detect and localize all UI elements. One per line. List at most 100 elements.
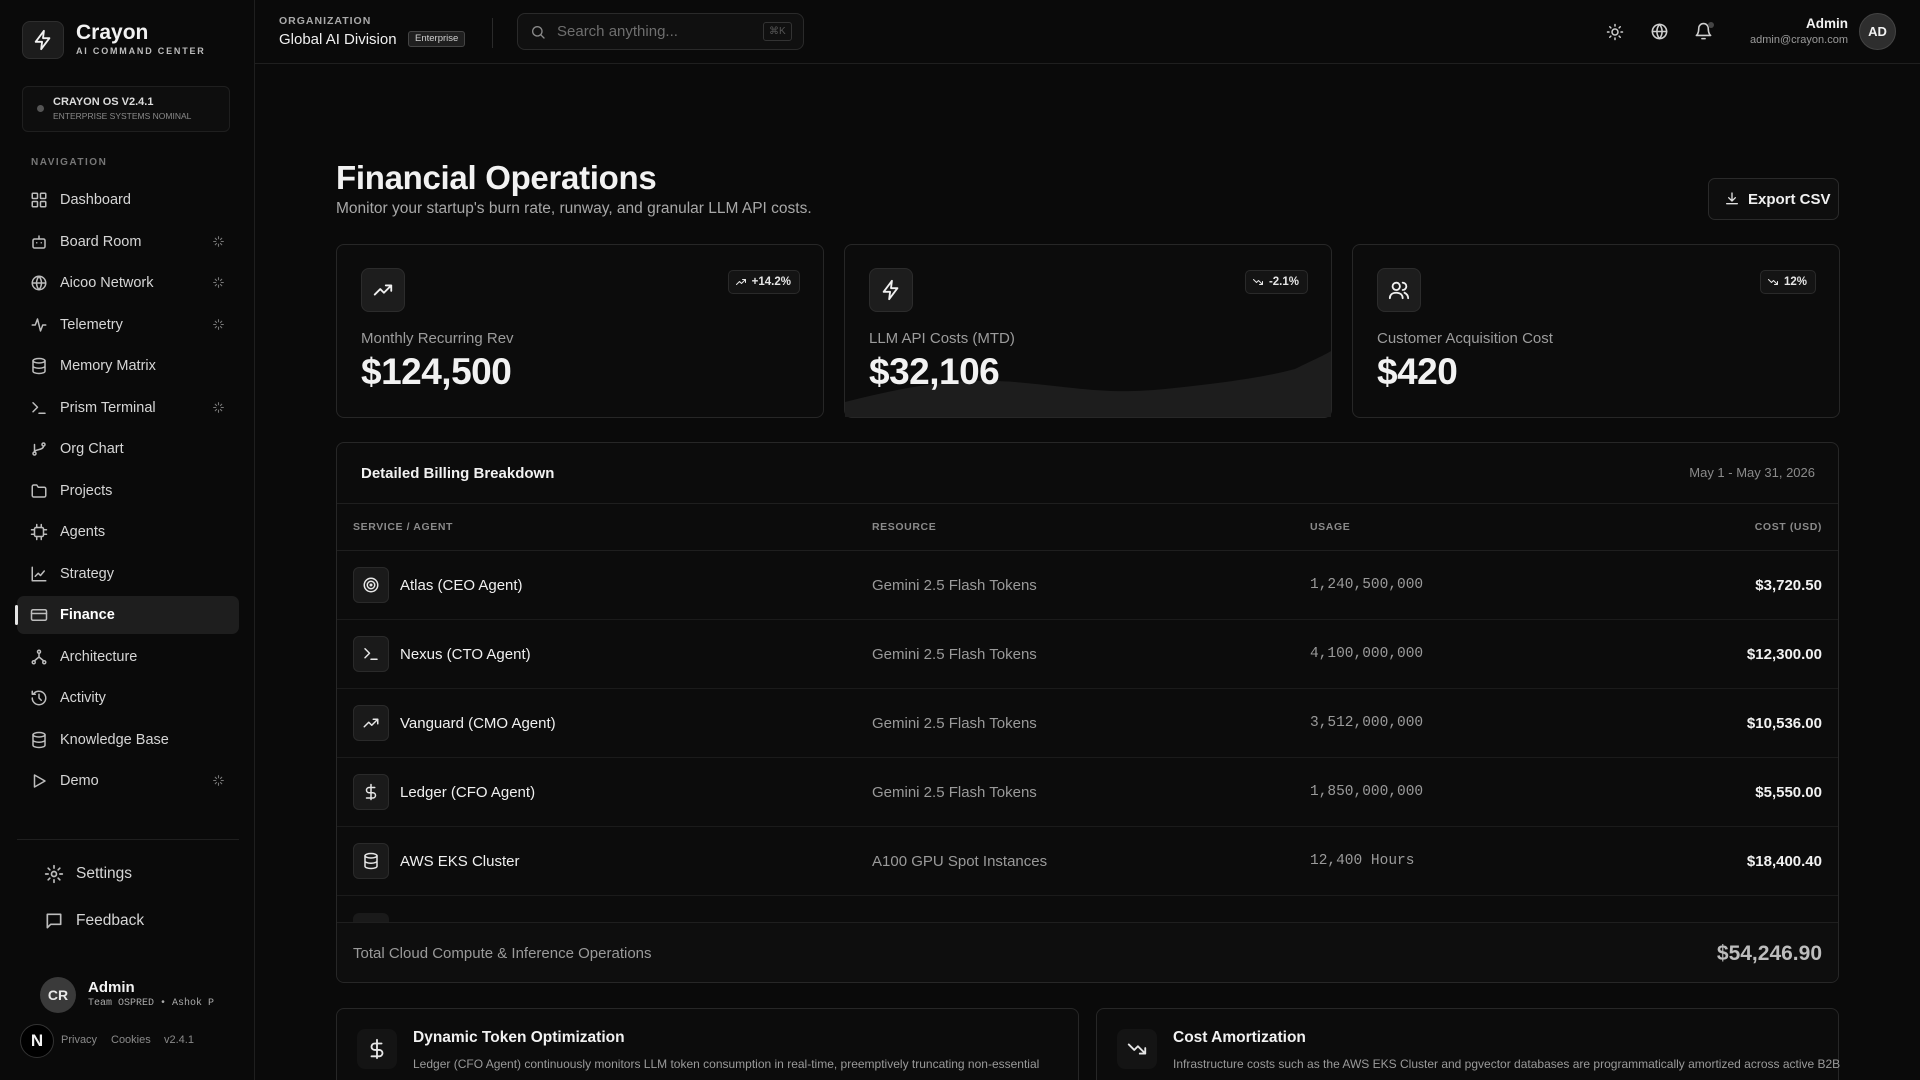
nav-icon [31, 649, 47, 664]
sidebar-divider [17, 839, 239, 840]
nav-spark [213, 277, 224, 288]
nav-item[interactable]: Strategy [60, 565, 114, 582]
nav-icon [30, 609, 48, 621]
table-divider [337, 503, 1838, 504]
nav-item[interactable]: Board Room [60, 233, 142, 250]
nav-item[interactable]: Aicoo Network [60, 275, 154, 291]
footer-link[interactable]: Settings [76, 865, 133, 882]
metric-icon-box [869, 268, 913, 312]
metric-icon [882, 279, 899, 301]
insight-text: Ledger (CFO Agent) continuously monitors… [413, 1056, 1040, 1071]
header-divider [492, 18, 493, 48]
change-badge: 12% [1759, 270, 1816, 294]
org-label: ORGANIZATION [279, 14, 372, 27]
nav-item[interactable]: Knowledge Base [60, 731, 169, 748]
row-usage: 1,240,500,000 [1310, 577, 1424, 593]
table-row [337, 758, 1838, 827]
nav-spark [213, 235, 224, 247]
nav-icon [31, 275, 47, 291]
row-cost: $5,550.00 [1755, 783, 1822, 801]
search-icon [532, 26, 545, 39]
row-icon [363, 718, 379, 728]
metric-value: $124,500 [361, 351, 512, 392]
metric-label: Customer Acquisition Cost [1377, 329, 1553, 347]
row-usage: 3,512,000,000 [1310, 715, 1424, 731]
nav-heading: NAVIGATION [31, 157, 108, 168]
legal-link[interactable]: Cookies [111, 1033, 151, 1046]
legal-link[interactable]: Privacy [61, 1033, 98, 1046]
row-usage: 1,850,000,000 [1310, 784, 1424, 800]
insight-title: Dynamic Token Optimization [413, 1029, 625, 1046]
insight-card [336, 1008, 1079, 1080]
status-dot [37, 105, 44, 112]
nav-icon [32, 401, 46, 414]
table-row [337, 620, 1838, 689]
header-user-email: admin@crayon.com [1750, 33, 1848, 46]
nav-icon [30, 523, 48, 541]
billing-panel [336, 442, 1839, 983]
search-box[interactable] [517, 13, 804, 50]
nav-spark [213, 318, 224, 330]
nav-item[interactable]: Architecture [60, 648, 138, 665]
nav-item[interactable]: Activity [60, 690, 106, 706]
row-resource: A100 GPU Spot Instances [872, 852, 1048, 870]
row-usage: 12,400 Hours [1310, 853, 1415, 869]
nav-item[interactable]: Telemetry [60, 316, 123, 333]
nav-spark [213, 401, 224, 413]
nav-spark [213, 775, 224, 786]
sidebar [0, 0, 255, 1080]
row-name: Nexus (CTO Agent) [400, 645, 531, 663]
nav-item[interactable]: Demo [60, 773, 99, 789]
header-avatar: AD [1859, 13, 1896, 50]
total-label: Total Cloud Compute & Inference Operatio… [353, 944, 652, 962]
os-version: CRAYON OS V2.4.1 [53, 95, 154, 108]
nav-icon [32, 234, 46, 249]
nav-item[interactable]: Prism Terminal [60, 399, 156, 416]
row-cost: $3,720.50 [1755, 576, 1822, 594]
row-icon-box [353, 636, 389, 672]
row-name: AWS EKS Cluster [400, 852, 520, 870]
nav-icon [31, 192, 47, 208]
nav-icon [31, 690, 47, 706]
brand: Crayon [76, 20, 149, 44]
notif-dot [1708, 22, 1714, 28]
row-resource: Gemini 2.5 Flash Tokens [872, 783, 1037, 801]
table-row [337, 551, 1838, 620]
nav-item[interactable]: Finance [60, 607, 115, 623]
user-avatar: CR [40, 977, 76, 1013]
nav-item[interactable]: Dashboard [60, 192, 131, 208]
row-name: Ledger (CFO Agent) [400, 783, 536, 801]
nav-item[interactable]: Memory Matrix [60, 358, 156, 374]
version: v2.4.1 [164, 1033, 194, 1046]
partial-row-icon [353, 913, 389, 922]
logo-box [22, 21, 64, 59]
header-user-name: Admin [1806, 15, 1848, 31]
footer-link[interactable]: Feedback [76, 912, 145, 929]
change-icon [735, 279, 746, 285]
row-resource: Gemini 2.5 Flash Tokens [872, 714, 1037, 732]
table-period: May 1 - May 31, 2026 [1689, 465, 1815, 480]
nav-item[interactable]: Agents [60, 524, 106, 540]
row-usage: 4,100,000,000 [1310, 646, 1424, 662]
nav-icon [31, 483, 47, 498]
tagline: AI COMMAND CENTER [76, 45, 206, 56]
table-divider [337, 550, 1838, 551]
metric-value: $32,106 [869, 351, 1000, 392]
os-status: ENTERPRISE SYSTEMS NOMINAL [53, 111, 192, 121]
plan-badge: Enterprise [408, 31, 466, 47]
column-header: COST (USD) [1754, 520, 1822, 533]
sparkline [845, 351, 1331, 417]
nav-item[interactable]: Org Chart [60, 441, 124, 457]
metric-icon [1388, 281, 1410, 300]
nav-item[interactable]: Projects [60, 482, 113, 499]
metric-label: LLM API Costs (MTD) [869, 329, 1015, 347]
change-badge: +14.2% [727, 270, 800, 294]
export-icon [1726, 192, 1738, 205]
theme-toggle [1606, 23, 1624, 41]
row-icon [365, 783, 377, 801]
org-name: Global AI Division [279, 30, 397, 48]
row-resource: Gemini 2.5 Flash Tokens [872, 645, 1037, 663]
row-cost: $10,536.00 [1746, 714, 1822, 732]
export-label[interactable]: Export CSV [1748, 190, 1831, 208]
metric-card [1352, 244, 1840, 418]
